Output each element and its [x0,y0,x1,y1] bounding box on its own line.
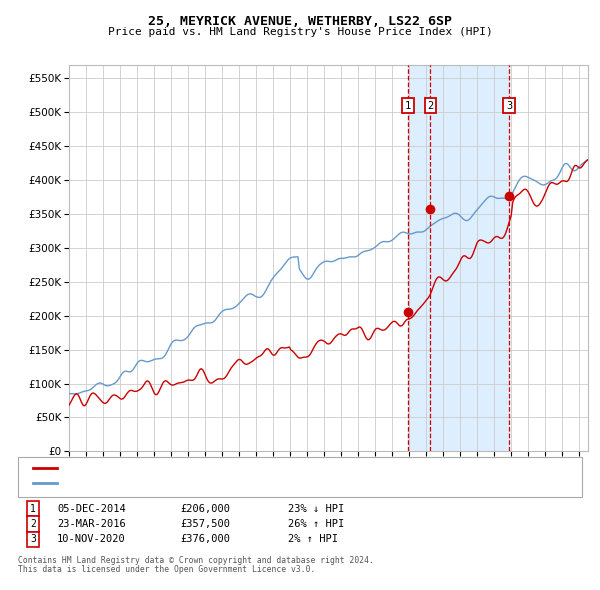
Text: 25, MEYRICK AVENUE, WETHERBY, LS22 6SP: 25, MEYRICK AVENUE, WETHERBY, LS22 6SP [148,15,452,28]
Text: 26% ↑ HPI: 26% ↑ HPI [288,519,344,529]
Text: 3: 3 [30,535,36,544]
Text: 1: 1 [30,504,36,513]
Text: £376,000: £376,000 [180,535,230,544]
Text: 23% ↓ HPI: 23% ↓ HPI [288,504,344,513]
Text: HPI: Average price, detached house, Leeds: HPI: Average price, detached house, Leed… [60,478,301,487]
Text: 25, MEYRICK AVENUE, WETHERBY, LS22 6SP (detached house): 25, MEYRICK AVENUE, WETHERBY, LS22 6SP (… [60,463,383,473]
Text: Price paid vs. HM Land Registry's House Price Index (HPI): Price paid vs. HM Land Registry's House … [107,27,493,37]
Text: £206,000: £206,000 [180,504,230,513]
Text: Contains HM Land Registry data © Crown copyright and database right 2024.: Contains HM Land Registry data © Crown c… [18,556,374,565]
Text: 2: 2 [30,519,36,529]
Text: 1: 1 [405,100,411,110]
Text: 23-MAR-2016: 23-MAR-2016 [57,519,126,529]
Text: £357,500: £357,500 [180,519,230,529]
Text: 10-NOV-2020: 10-NOV-2020 [57,535,126,544]
Text: 2% ↑ HPI: 2% ↑ HPI [288,535,338,544]
Text: 05-DEC-2014: 05-DEC-2014 [57,504,126,513]
Text: 3: 3 [506,100,512,110]
Text: This data is licensed under the Open Government Licence v3.0.: This data is licensed under the Open Gov… [18,565,316,574]
Bar [408,65,509,451]
Text: 2: 2 [427,100,433,110]
